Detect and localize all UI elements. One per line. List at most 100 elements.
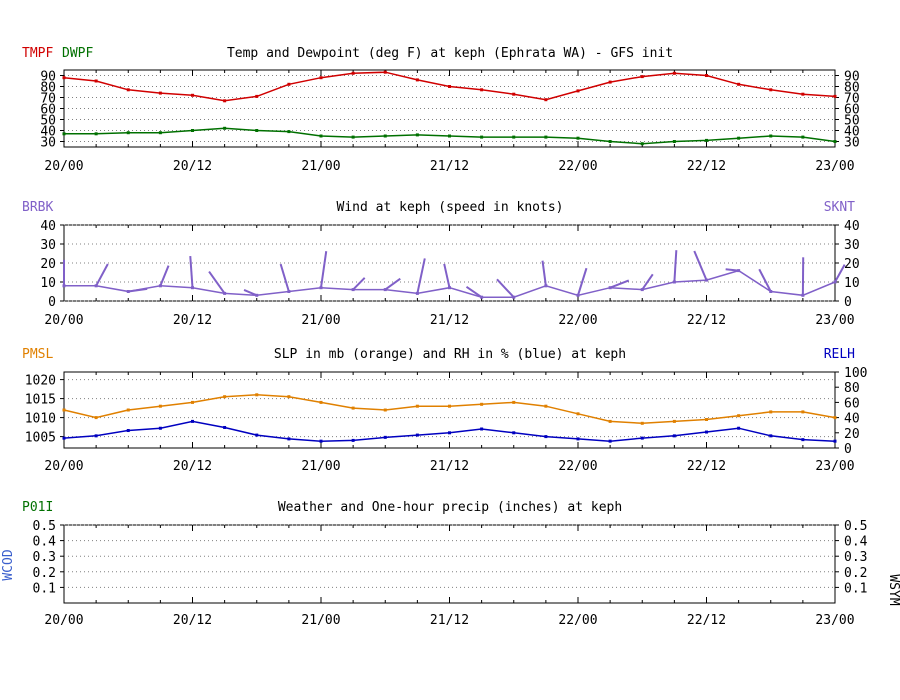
y-tick-label: 30 bbox=[40, 136, 56, 151]
data-point bbox=[801, 410, 805, 414]
data-point bbox=[351, 135, 355, 139]
right-y-tick-label: 30 bbox=[844, 238, 860, 253]
data-point bbox=[287, 130, 291, 134]
wind-barb bbox=[320, 251, 328, 288]
data-point bbox=[576, 437, 580, 441]
data-point bbox=[351, 438, 355, 442]
data-point bbox=[608, 140, 612, 143]
y-tick-label: 0.5 bbox=[33, 519, 56, 534]
data-point bbox=[319, 134, 323, 138]
data-point bbox=[223, 126, 227, 130]
data-point bbox=[415, 404, 419, 408]
right-y-tick-label: 70 bbox=[844, 92, 860, 107]
panel-frame bbox=[63, 371, 836, 449]
data-point bbox=[769, 88, 773, 92]
x-tick-label: 20/00 bbox=[44, 313, 83, 328]
data-point bbox=[640, 421, 644, 425]
data-point bbox=[672, 140, 676, 143]
panel-frame bbox=[63, 524, 836, 604]
x-tick-label: 22/12 bbox=[687, 459, 726, 474]
wind-barb bbox=[159, 265, 170, 287]
x-tick-label: 20/12 bbox=[173, 613, 212, 628]
data-point bbox=[705, 430, 708, 434]
wind-barb bbox=[279, 263, 290, 292]
data-point bbox=[351, 71, 355, 75]
panel-title: SLP in mb (orange) and RH in % (blue) at… bbox=[274, 347, 626, 362]
wind-barb bbox=[465, 285, 483, 299]
data-point bbox=[255, 393, 259, 397]
wind-barb bbox=[95, 263, 109, 287]
data-point bbox=[94, 434, 98, 438]
wind-barb bbox=[384, 277, 401, 291]
right-y-tick-label: 0.2 bbox=[844, 566, 867, 581]
x-tick-label: 21/00 bbox=[301, 159, 340, 174]
x-tick-label: 23/00 bbox=[815, 159, 854, 174]
y-tick-label: 0.2 bbox=[33, 566, 56, 581]
series-label: DWPF bbox=[62, 46, 93, 61]
right-y-tick-label: 100 bbox=[844, 366, 867, 381]
data-point bbox=[833, 140, 837, 143]
data-point bbox=[415, 433, 419, 437]
wind-barb bbox=[208, 271, 226, 294]
panel-title: Temp and Dewpoint (deg F) at keph (Ephra… bbox=[227, 46, 673, 61]
y-tick-label: 0 bbox=[48, 295, 56, 310]
wind-barb bbox=[725, 268, 739, 272]
x-tick-label: 23/00 bbox=[815, 459, 854, 474]
data-point bbox=[191, 400, 194, 404]
panel-title: Wind at keph (speed in knots) bbox=[337, 200, 564, 215]
panel-4 bbox=[60, 524, 839, 604]
x-tick-label: 20/12 bbox=[173, 159, 212, 174]
right-y-tick-label: 50 bbox=[844, 114, 860, 129]
right-y-tick-label: 30 bbox=[844, 136, 860, 151]
data-point bbox=[672, 71, 676, 75]
right-y-tick-label: 0.3 bbox=[844, 550, 867, 565]
wind-barb bbox=[352, 277, 366, 291]
data-point bbox=[544, 404, 548, 408]
x-tick-label: 22/00 bbox=[558, 313, 597, 328]
data-point bbox=[126, 429, 130, 433]
data-point bbox=[126, 88, 130, 92]
data-point bbox=[640, 75, 644, 79]
x-tick-label: 20/00 bbox=[44, 613, 83, 628]
data-point bbox=[62, 76, 66, 80]
data-point bbox=[737, 414, 741, 418]
y-tick-label: 1005 bbox=[25, 431, 56, 446]
data-point bbox=[255, 94, 259, 98]
data-point bbox=[705, 74, 708, 77]
x-tick-label: 21/00 bbox=[301, 459, 340, 474]
data-point bbox=[62, 436, 66, 440]
data-point bbox=[833, 439, 837, 443]
data-point bbox=[480, 402, 484, 406]
data-point bbox=[255, 433, 259, 437]
data-point bbox=[287, 395, 291, 399]
wind-barb bbox=[243, 288, 258, 297]
data-point bbox=[705, 138, 708, 142]
data-point bbox=[737, 82, 741, 86]
data-point bbox=[191, 129, 194, 132]
data-point bbox=[801, 92, 805, 96]
panel-3 bbox=[60, 371, 839, 449]
wind-barb bbox=[128, 287, 148, 293]
data-point bbox=[833, 416, 837, 420]
right-y-tick-label: 0 bbox=[844, 295, 852, 310]
y-tick-label: 60 bbox=[40, 103, 56, 118]
x-tick-label: 21/00 bbox=[301, 313, 340, 328]
x-tick-label: 22/12 bbox=[687, 613, 726, 628]
y-tick-label: 1020 bbox=[25, 374, 56, 389]
x-tick-label: 21/12 bbox=[430, 459, 469, 474]
x-tick-label: 23/00 bbox=[815, 313, 854, 328]
side-label-right: WSYM bbox=[886, 574, 900, 605]
data-point bbox=[62, 132, 66, 136]
data-point bbox=[769, 434, 773, 438]
x-tick-label: 20/12 bbox=[173, 459, 212, 474]
data-point bbox=[255, 129, 259, 132]
series-label: P01I bbox=[22, 500, 53, 515]
data-point bbox=[158, 91, 162, 95]
data-point bbox=[351, 406, 355, 410]
data-point bbox=[608, 80, 612, 84]
x-tick-label: 21/12 bbox=[430, 313, 469, 328]
y-tick-label: 70 bbox=[40, 92, 56, 107]
panel-1 bbox=[60, 69, 839, 148]
wind-barb bbox=[693, 250, 708, 281]
wind-barb bbox=[609, 279, 630, 289]
